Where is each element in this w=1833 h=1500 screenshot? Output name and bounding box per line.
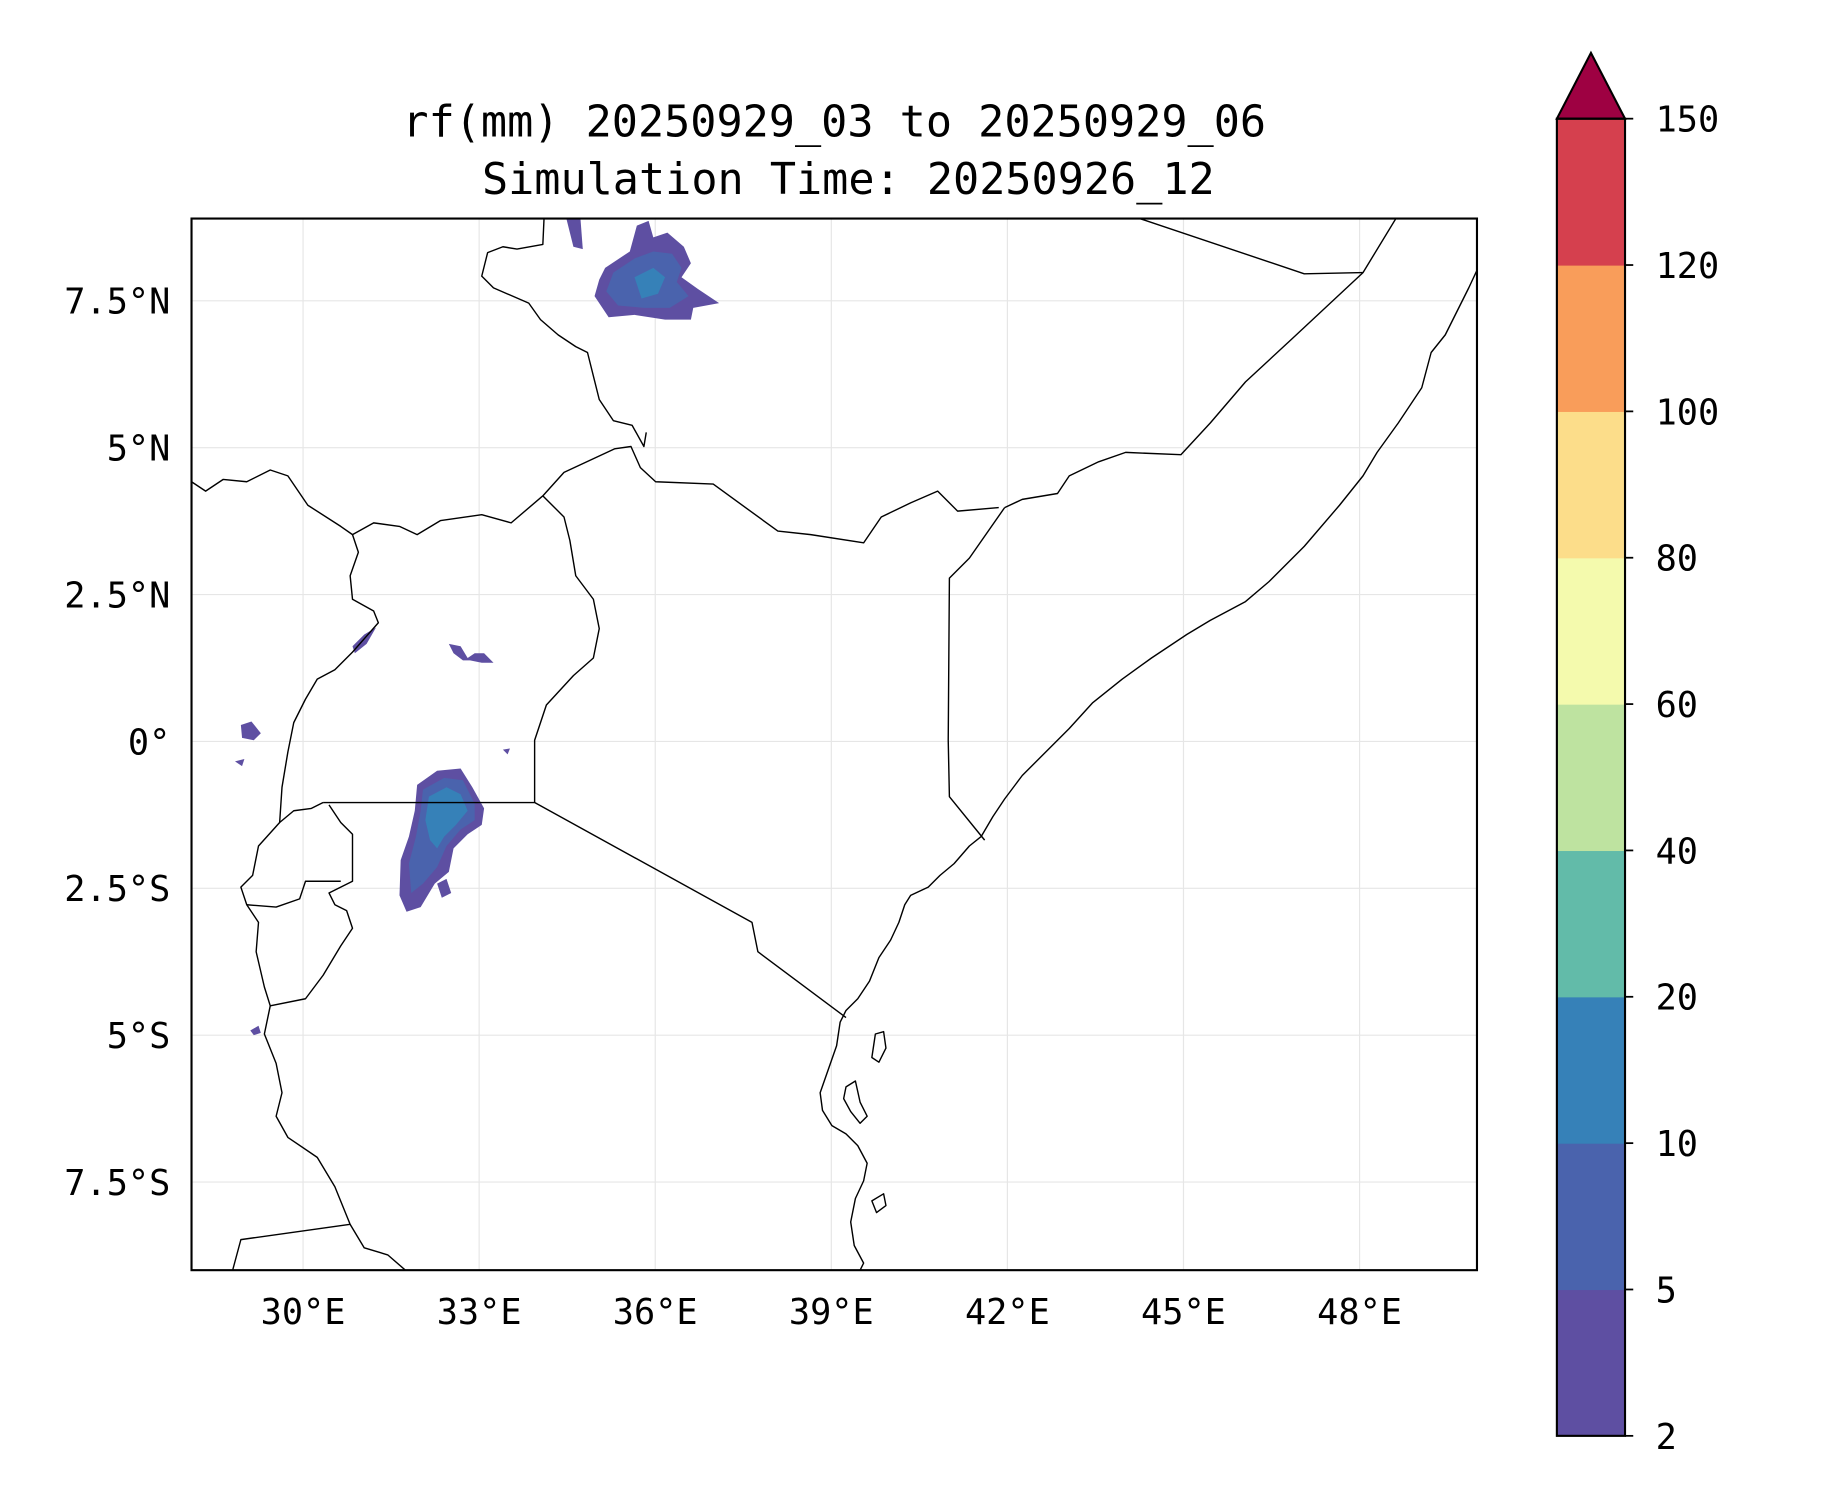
colorbar-tick-label: 60 [1656,685,1698,726]
colorbar-segment [1556,850,1626,998]
y-tick-label: 5°S [107,1016,171,1057]
chart-title: rf(mm) 20250929_03 to 20250929_06 [402,97,1266,147]
y-axis-ticks: 7.5°N 5°N 2.5°N 0° 2.5°S 5°S 7.5°S [64,282,170,1204]
colorbar-tick-label: 100 [1656,392,1720,433]
colorbar-tick-label: 80 [1656,539,1698,580]
colorbar-segment [1556,411,1626,559]
x-tick-label: 42°E [965,1292,1050,1333]
colorbar-segment [1556,1289,1626,1437]
gridlines [191,218,1477,1271]
colorbar-tick-label: 120 [1656,246,1720,287]
colorbar-segment [1556,265,1626,412]
y-tick-label: 7.5°S [64,1163,170,1204]
x-axis-ticks: 30°E 33°E 36°E 39°E 42°E 45°E 48°E [261,1292,1402,1333]
colorbar: 2 5 10 20 40 60 80 100 120 150 [1555,50,1720,1458]
colorbar-segment [1556,118,1626,266]
y-tick-label: 0° [128,722,170,763]
x-tick-label: 36°E [613,1292,698,1333]
x-tick-label: 33°E [437,1292,522,1333]
precip-field-ethiopia [566,218,720,320]
colorbar-tick-label: 5 [1656,1270,1677,1311]
y-tick-label: 7.5°N [64,282,170,323]
colorbar-tick-label: 10 [1656,1124,1698,1165]
coastlines-and-borders [191,218,1477,1271]
y-tick-label: 2.5°S [64,869,170,910]
precip-field-small-cells [235,627,510,1036]
x-tick-label: 30°E [261,1292,346,1333]
colorbar-segment [1556,1143,1626,1291]
chart-subtitle: Simulation Time: 20250926_12 [482,155,1215,205]
colorbar-segment [1556,704,1626,852]
y-tick-label: 5°N [107,429,171,470]
y-tick-label: 2.5°N [64,575,170,616]
colorbar-segment [1556,996,1626,1144]
precip-field-lake-victoria [399,768,485,912]
colorbar-segment [1556,557,1626,705]
colorbar-tick-label: 20 [1656,978,1698,1019]
colorbar-tick-label: 2 [1656,1417,1677,1458]
colorbar-tick-label: 150 [1656,100,1720,141]
colorbar-extend-triangle [1555,50,1627,120]
map-area: 30°E 33°E 36°E 39°E 42°E 45°E 48°E 7.5°N 5°N 2.5… [64,217,1479,1333]
x-tick-label: 45°E [1141,1292,1226,1333]
x-tick-label: 39°E [789,1292,874,1333]
colorbar-frame [1555,117,1627,1437]
x-tick-label: 48°E [1317,1292,1402,1333]
colorbar-tick-label: 40 [1656,831,1698,872]
map-frame [190,217,1479,1272]
